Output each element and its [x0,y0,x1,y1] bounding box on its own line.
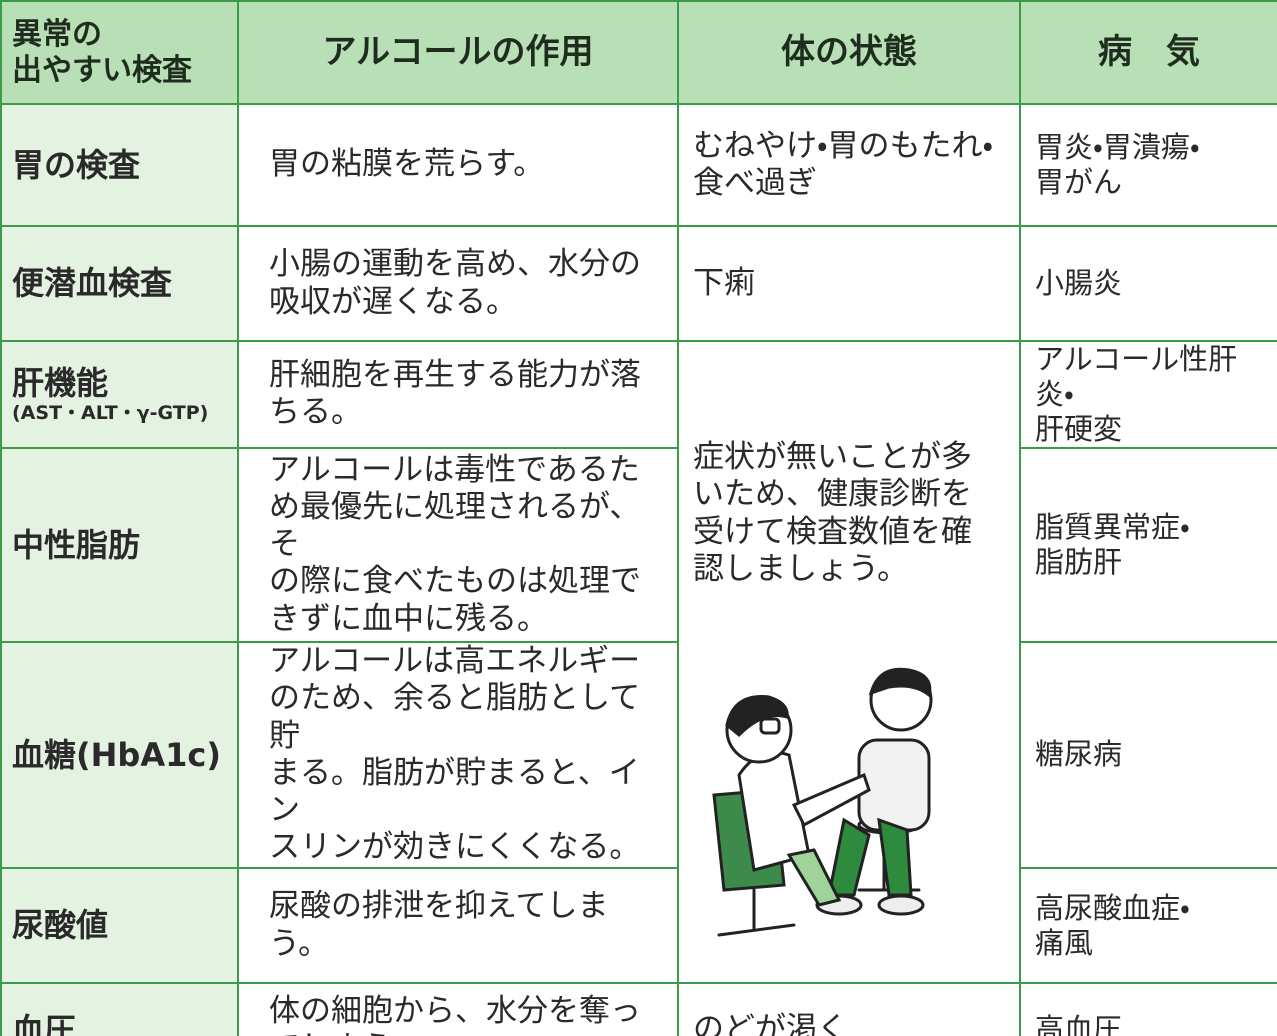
row: 胃の検査 胃の粘膜を荒らす。 むねやけ・胃のもたれ・ 食べ過ぎ 胃炎・胃潰瘍・ … [0,103,1277,227]
effect-cell: 胃の粘膜を荒らす。 [237,103,679,227]
effect-cell: 肝細胞を再生する能力が落 ちる。 [237,340,679,449]
effect-cell: アルコールは毒性であるた め最優先に処理されるが、そ の際に食べたものは処理で … [237,446,679,643]
test-cell: 血圧 [0,982,239,1036]
row: 血圧 体の細胞から、水分を奪っ てしまう。 のどが渇く 高血圧 [0,982,1277,1036]
disease-cell: 胃炎・胃潰瘍・ 胃がん [1019,103,1277,227]
effect-cell: 体の細胞から、水分を奪っ てしまう。 [237,982,679,1036]
disease-cell: 高尿酸血症・ 痛風 [1019,866,1277,985]
row: 尿酸値 尿酸の排泄を抑えてしまう。 高尿酸血症・ 痛風 [0,866,1277,985]
row: 肝機能 (AST・ALT・γ-GTP) 肝細胞を再生する能力が落 ちる。 症状が無… [0,339,1277,985]
disease-cell: 糖尿病 [1019,640,1277,869]
test-note: (AST・ALT・γ-GTP) [12,402,209,425]
header-cell: 病 気 [1019,0,1277,105]
row: 便潜血検査 小腸の運動を高め、水分の 吸収が遅くなる。 下痢 小腸炎 [0,225,1277,342]
state-cell: むねやけ・胃のもたれ・ 食べ過ぎ [677,103,1021,227]
disease-cell: アルコール性肝炎・ 肝硬変 [1019,340,1277,449]
header-cell: 異常の 出やすい検査 [0,0,239,105]
state-cell: 症状が無いことが多 いため、健康診断を 受けて検査数値を確 認しましょう。 [677,339,1021,985]
effect-cell: 小腸の運動を高め、水分の 吸収が遅くなる。 [237,225,679,342]
test-cell: 尿酸値 [0,866,239,985]
effect-cell: アルコールは高エネルギー のため、余ると脂肪として貯 まる。脂肪が貯まると、イン… [237,640,679,869]
state-text: 症状が無いことが多 いため、健康診断を 受けて検査数値を確 認しましょう。 [693,439,972,587]
test-cell: 中性脂肪 [0,446,239,643]
test-cell: 血糖(HbA1c) [0,640,239,869]
header-cell: アルコールの作用 [237,0,679,105]
effect-cell: 尿酸の排泄を抑えてしまう。 [237,866,679,985]
state-cell: のどが渇く [677,982,1021,1036]
test-cell: 便潜血検査 [0,225,239,342]
test-name: 肝機能 [12,363,109,402]
header-cell: 体の状態 [677,0,1021,105]
header-row: 異常の 出やすい検査 アルコールの作用 体の状態 病 気 [0,0,1277,105]
disease-cell: 高血圧 [1019,982,1277,1036]
disease-cell: 小腸炎 [1019,225,1277,342]
row: 中性脂肪 アルコールは毒性であるた め最優先に処理されるが、そ の際に食べたもの… [0,446,1277,643]
row: 血糖(HbA1c) アルコールは高エネルギー のため、余ると脂肪として貯 まる。… [0,640,1277,869]
test-cell: 胃の検査 [0,103,239,227]
test-cell: 肝機能 (AST・ALT・γ-GTP) [0,340,239,449]
disease-cell: 脂質異常症・ 脂肪肝 [1019,446,1277,643]
illustration [712,667,933,937]
state-cell: 下痢 [677,225,1021,342]
